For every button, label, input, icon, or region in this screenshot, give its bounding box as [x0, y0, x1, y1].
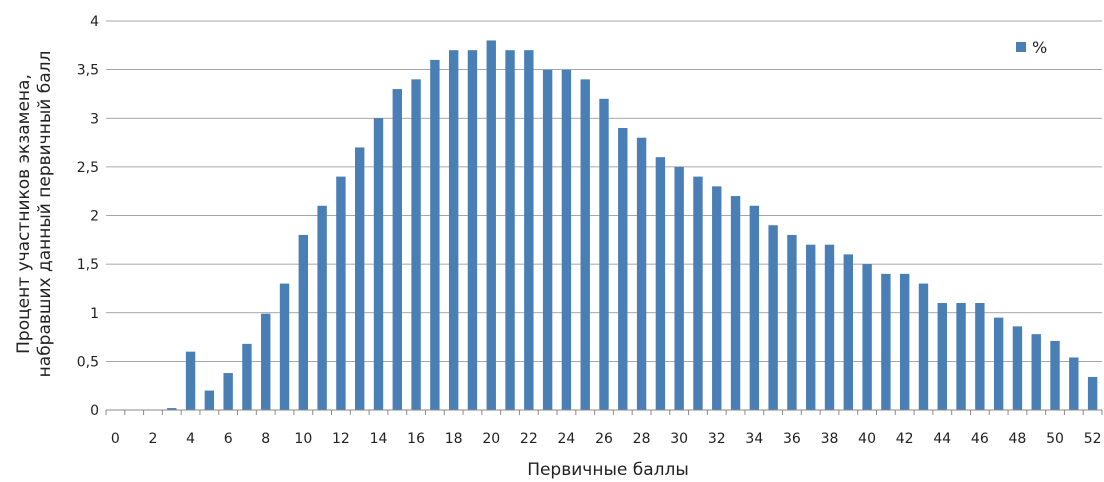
bar: [467, 50, 478, 411]
x-tick-label: 34: [745, 431, 763, 447]
y-tick-label: 1: [90, 306, 99, 322]
y-axis-ticks: 0 0,5 1 1,5 2 2,5 3 3,5 4: [77, 14, 99, 419]
bar: [524, 50, 534, 411]
bar: [185, 351, 196, 410]
bar: [787, 234, 797, 410]
bar: [1069, 357, 1079, 410]
y-axis-title: Процент участников экзамена, набравших д…: [14, 51, 55, 378]
bar: [862, 264, 872, 411]
bar: [486, 40, 496, 410]
bar: [204, 390, 215, 410]
x-tick-label: 20: [482, 431, 500, 447]
legend: %: [1016, 38, 1047, 57]
x-tick-label: 48: [1009, 431, 1027, 447]
bar: [824, 244, 835, 410]
legend-swatch: [1016, 42, 1026, 52]
y-axis-title-line-1: Процент участников экзамена,: [14, 74, 34, 354]
x-axis-ticks: 0 2 4 6 8 10 12 14 16 18 20 22 24 26 28 30 32 34 36 38 40 42 4…: [111, 431, 1102, 447]
x-tick-label: 6: [224, 431, 233, 447]
x-tick-label: 12: [332, 431, 350, 447]
bar: [542, 69, 553, 411]
x-axis: [105, 409, 1103, 415]
x-tick-label: 18: [445, 431, 463, 447]
bar: [618, 127, 628, 410]
bar: [561, 69, 572, 411]
bar: [167, 408, 177, 410]
bar: [1031, 334, 1041, 410]
bar: [730, 196, 741, 410]
bar: [899, 273, 910, 410]
x-tick-label: 46: [971, 431, 989, 447]
x-tick-label: 28: [633, 431, 651, 447]
x-tick-label: 14: [370, 431, 388, 447]
y-tick-label: 4: [90, 14, 99, 30]
x-tick-label: 8: [261, 431, 270, 447]
bar: [242, 343, 252, 410]
bar: [1050, 340, 1060, 410]
x-tick-label: 4: [186, 431, 195, 447]
x-tick-label: 50: [1046, 431, 1064, 447]
bar: [655, 157, 666, 410]
bar: [298, 234, 309, 410]
bar: [223, 373, 233, 410]
bar: [448, 50, 459, 411]
bar: [806, 244, 816, 410]
y-tick-label: 2,5: [77, 160, 99, 176]
y-tick-label: 3: [90, 111, 99, 127]
x-tick-label: 40: [858, 431, 876, 447]
x-tick-label: 38: [821, 431, 839, 447]
bar: [749, 205, 760, 410]
x-tick-label: 0: [111, 431, 120, 447]
y-tick-label: 3,5: [77, 63, 99, 79]
bar: [373, 118, 384, 410]
x-tick-label: 10: [294, 431, 312, 447]
bar: [261, 313, 271, 410]
bar: [317, 205, 327, 410]
bar: [580, 79, 590, 410]
bar: [956, 303, 966, 410]
bar: [881, 273, 891, 410]
bar: [937, 303, 947, 410]
x-tick-label: 26: [595, 431, 613, 447]
y-tick-label: 1,5: [77, 257, 99, 273]
bar: [693, 176, 703, 410]
bar: [1087, 376, 1098, 410]
bar: [392, 89, 402, 410]
x-tick-label: 32: [708, 431, 726, 447]
bar: [636, 137, 647, 410]
y-axis-title-line-2: набравших данный первичный балл: [35, 51, 55, 378]
y-tick-label: 2: [90, 209, 99, 225]
x-tick-label: 16: [407, 431, 425, 447]
bar: [279, 283, 290, 410]
x-tick-label: 36: [783, 431, 801, 447]
bar: [993, 317, 1004, 410]
y-tick-label: 0: [90, 403, 99, 419]
bars: [167, 40, 1098, 411]
bar: [768, 225, 778, 410]
bar: [355, 147, 365, 411]
x-axis-title: Первичные баллы: [527, 460, 689, 480]
bar: [674, 166, 684, 411]
bar: [336, 176, 346, 410]
y-tick-label: 0,5: [77, 354, 99, 370]
bar: [430, 59, 440, 411]
bar: [843, 254, 853, 410]
bar: [505, 50, 515, 411]
legend-label: %: [1032, 38, 1047, 57]
bar: [411, 79, 421, 410]
bar: [712, 186, 722, 410]
x-tick-label: 44: [933, 431, 951, 447]
bar: [1012, 326, 1023, 410]
x-tick-label: 24: [558, 431, 576, 447]
x-tick-label: 22: [520, 431, 538, 447]
x-tick-label: 52: [1084, 431, 1102, 447]
bar: [975, 303, 985, 410]
x-tick-label: 2: [149, 431, 158, 447]
bar: [918, 283, 929, 410]
x-tick-label: 30: [670, 431, 688, 447]
bar: [599, 98, 609, 411]
x-tick-label: 42: [896, 431, 914, 447]
